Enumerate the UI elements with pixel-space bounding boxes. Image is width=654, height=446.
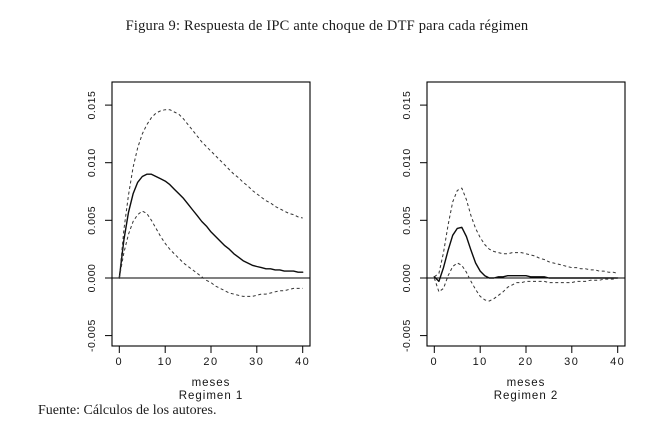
- y-tick-label: 0.005: [401, 206, 413, 235]
- x-tick-label: 10: [158, 356, 173, 368]
- series-upper-band: [118, 109, 303, 279]
- series-lower-band: [118, 210, 303, 297]
- series-response: [118, 173, 304, 279]
- regimen-1-chart: -0.005 0.000 0.005 0.010 0.015 0 10 20 30 40 meses…: [86, 81, 311, 402]
- y-tick-label: 0.010: [86, 148, 98, 177]
- y-tick-label: -0.005: [401, 319, 413, 352]
- chart-sublabel: Regimen 2: [494, 390, 559, 402]
- x-tick-label: 0: [430, 356, 438, 368]
- x-axis-label: meses: [192, 377, 231, 389]
- series-upper-band: [434, 187, 618, 278]
- chart-sublabel: Regimen 1: [179, 390, 244, 402]
- x-axis-label: meses: [507, 377, 546, 389]
- source-note: Fuente: Cálculos de los autores.: [38, 403, 217, 418]
- x-tick-label: 30: [249, 356, 264, 368]
- x-tick-label: 20: [518, 356, 533, 368]
- series-response: [433, 226, 619, 283]
- y-tick-label: 0.005: [86, 206, 98, 235]
- y-tick-label: 0.015: [86, 91, 98, 120]
- series-lower-band: [433, 262, 618, 302]
- x-tick-label: 0: [115, 356, 123, 368]
- plot-box: [111, 81, 311, 347]
- x-tick-label: 40: [610, 356, 625, 368]
- x-tick-label: 30: [564, 356, 579, 368]
- y-tick-label: 0.010: [401, 148, 413, 177]
- y-tick-label: 0.015: [401, 91, 413, 120]
- y-tick-label: -0.005: [86, 319, 98, 352]
- x-tick-label: 40: [295, 356, 310, 368]
- y-tick-label: 0.000: [401, 264, 413, 293]
- x-tick-label: 10: [473, 356, 488, 368]
- regimen-2-chart: -0.005 0.000 0.005 0.010 0.015 0 10 20 30 40 meses…: [401, 81, 626, 402]
- plot-box: [426, 81, 626, 347]
- figure-caption: Figura 9: Respuesta de IPC ante choque d…: [125, 18, 529, 34]
- y-tick-label: 0.000: [86, 264, 98, 293]
- x-tick-label: 20: [203, 356, 218, 368]
